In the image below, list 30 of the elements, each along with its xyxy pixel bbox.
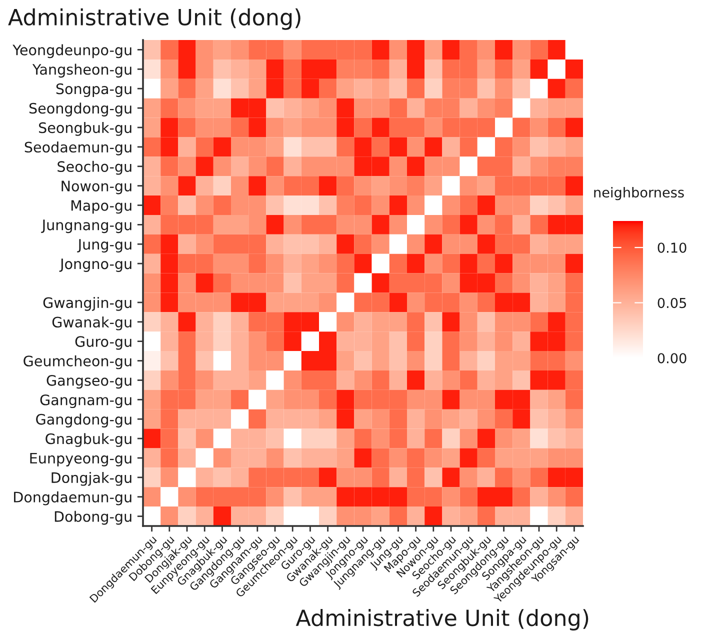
- y-tick-label: Dongdaemun-gu: [14, 491, 132, 506]
- y-tick-label: Jungnang-gu: [41, 220, 132, 234]
- y-tick-label: Dobong-gu: [54, 510, 132, 525]
- y-tick-label: Seongdong-gu: [29, 102, 132, 116]
- y-tick-label: Dongjak-gu: [52, 472, 132, 486]
- color-bar-title: neighborness: [594, 187, 684, 200]
- y-tick-label: Gangseo-gu: [46, 375, 132, 389]
- y-axis-title: Administrative Unit (dong): [8, 8, 300, 30]
- y-tick-label: Yeongdeunpo-gu: [12, 44, 132, 58]
- y-tick-label: Gangnam-gu: [40, 394, 132, 408]
- y-tick-label: Jongno-gu: [59, 258, 132, 272]
- color-bar-label: 0.10: [658, 242, 686, 253]
- y-tick-label: Guro-gu: [75, 336, 132, 350]
- y-tick-label: Geumcheon-gu: [24, 355, 132, 370]
- y-tick-label: Nowon-gu: [62, 180, 132, 194]
- y-tick-label: Yangsheon-gu: [32, 64, 132, 78]
- y-tick-label: Jung-gu: [77, 239, 132, 253]
- y-tick-label: Gwanak-gu: [52, 316, 132, 330]
- y-tick-label: Eunpyeong-gu: [30, 452, 132, 466]
- y-tick-label: Songpa-gu: [56, 83, 132, 98]
- color-bar-label: 0.05: [658, 298, 686, 308]
- x-axis-title: Administrative Unit (dong): [296, 609, 588, 631]
- y-tick-label: Gnagbuk-gu: [46, 433, 132, 447]
- y-tick-label: Gangdong-gu: [36, 414, 132, 428]
- y-tick-label: Seodaemun-gu: [24, 141, 132, 156]
- y-tick-label: Gwangjin-gu: [43, 297, 132, 311]
- y-tick-label: Seocho-gu: [58, 160, 132, 175]
- y-tick-label: Mapo-gu: [71, 200, 132, 214]
- y-tick-label: Seongbuk-gu: [39, 122, 132, 136]
- color-bar-label: 0.00: [658, 353, 686, 364]
